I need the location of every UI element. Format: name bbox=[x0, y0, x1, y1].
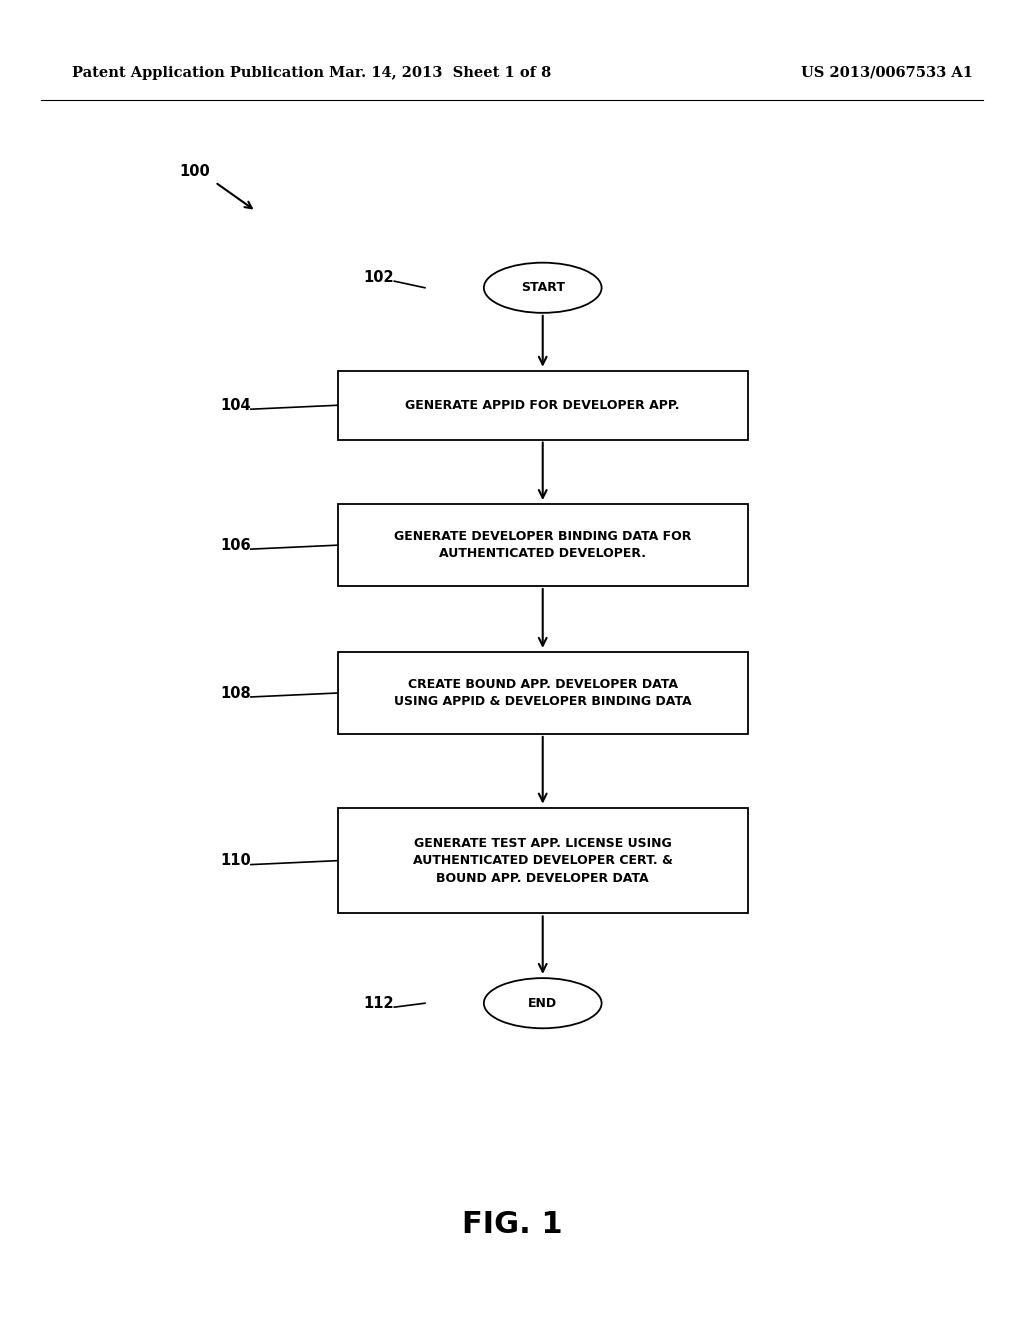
Text: 100: 100 bbox=[179, 164, 210, 180]
Text: 106: 106 bbox=[220, 537, 251, 553]
Text: GENERATE TEST APP. LICENSE USING
AUTHENTICATED DEVELOPER CERT. &
BOUND APP. DEVE: GENERATE TEST APP. LICENSE USING AUTHENT… bbox=[413, 837, 673, 884]
Text: Patent Application Publication: Patent Application Publication bbox=[72, 66, 324, 79]
Text: START: START bbox=[521, 281, 564, 294]
Text: END: END bbox=[528, 997, 557, 1010]
Text: CREATE BOUND APP. DEVELOPER DATA
USING APPID & DEVELOPER BINDING DATA: CREATE BOUND APP. DEVELOPER DATA USING A… bbox=[394, 677, 691, 709]
Text: 112: 112 bbox=[364, 995, 394, 1011]
Text: FIG. 1: FIG. 1 bbox=[462, 1210, 562, 1239]
FancyBboxPatch shape bbox=[338, 504, 748, 586]
Text: 110: 110 bbox=[220, 853, 251, 869]
Ellipse shape bbox=[484, 978, 602, 1028]
Text: 102: 102 bbox=[364, 269, 394, 285]
FancyBboxPatch shape bbox=[338, 371, 748, 440]
Text: US 2013/0067533 A1: US 2013/0067533 A1 bbox=[801, 66, 973, 79]
Text: 104: 104 bbox=[220, 397, 251, 413]
Text: GENERATE APPID FOR DEVELOPER APP.: GENERATE APPID FOR DEVELOPER APP. bbox=[406, 399, 680, 412]
Ellipse shape bbox=[484, 263, 602, 313]
Text: GENERATE DEVELOPER BINDING DATA FOR
AUTHENTICATED DEVELOPER.: GENERATE DEVELOPER BINDING DATA FOR AUTH… bbox=[394, 529, 691, 561]
Text: Mar. 14, 2013  Sheet 1 of 8: Mar. 14, 2013 Sheet 1 of 8 bbox=[329, 66, 552, 79]
Text: 108: 108 bbox=[220, 685, 251, 701]
FancyBboxPatch shape bbox=[338, 652, 748, 734]
FancyBboxPatch shape bbox=[338, 808, 748, 913]
